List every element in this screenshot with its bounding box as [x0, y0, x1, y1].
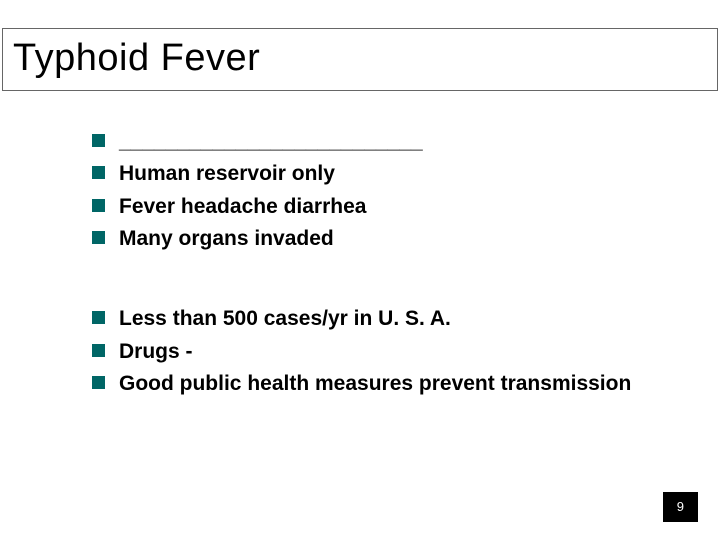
square-bullet-icon: [92, 376, 105, 389]
square-bullet-icon: [92, 231, 105, 244]
bullet-group: Less than 500 cases/yr in U. S. A. Drugs…: [92, 305, 660, 398]
list-item-text: Drugs -: [119, 338, 193, 366]
square-bullet-icon: [92, 134, 105, 147]
square-bullet-icon: [92, 199, 105, 212]
list-item: Less than 500 cases/yr in U. S. A.: [92, 305, 660, 333]
list-item-text: __________________________: [119, 128, 423, 156]
list-item: __________________________: [92, 128, 660, 156]
list-item: Drugs -: [92, 338, 660, 366]
list-item: Human reservoir only: [92, 160, 660, 188]
list-item: Good public health measures prevent tran…: [92, 370, 660, 398]
square-bullet-icon: [92, 344, 105, 357]
square-bullet-icon: [92, 166, 105, 179]
list-item-text: Good public health measures prevent tran…: [119, 370, 631, 398]
body-region: __________________________ Human reservo…: [92, 128, 660, 402]
square-bullet-icon: [92, 311, 105, 324]
list-item-text: Many organs invaded: [119, 225, 334, 253]
title-region: Typhoid Fever: [2, 28, 718, 91]
bullet-group: __________________________ Human reservo…: [92, 128, 660, 253]
list-item: Fever headache diarrhea: [92, 193, 660, 221]
list-item-text: Fever headache diarrhea: [119, 193, 366, 221]
page-number: 9: [677, 499, 684, 514]
page-number-box: 9: [663, 492, 698, 522]
page-title: Typhoid Fever: [13, 37, 707, 80]
list-item-text: Less than 500 cases/yr in U. S. A.: [119, 305, 451, 333]
list-item-text: Human reservoir only: [119, 160, 335, 188]
slide: Typhoid Fever __________________________…: [0, 0, 720, 540]
list-item: Many organs invaded: [92, 225, 660, 253]
